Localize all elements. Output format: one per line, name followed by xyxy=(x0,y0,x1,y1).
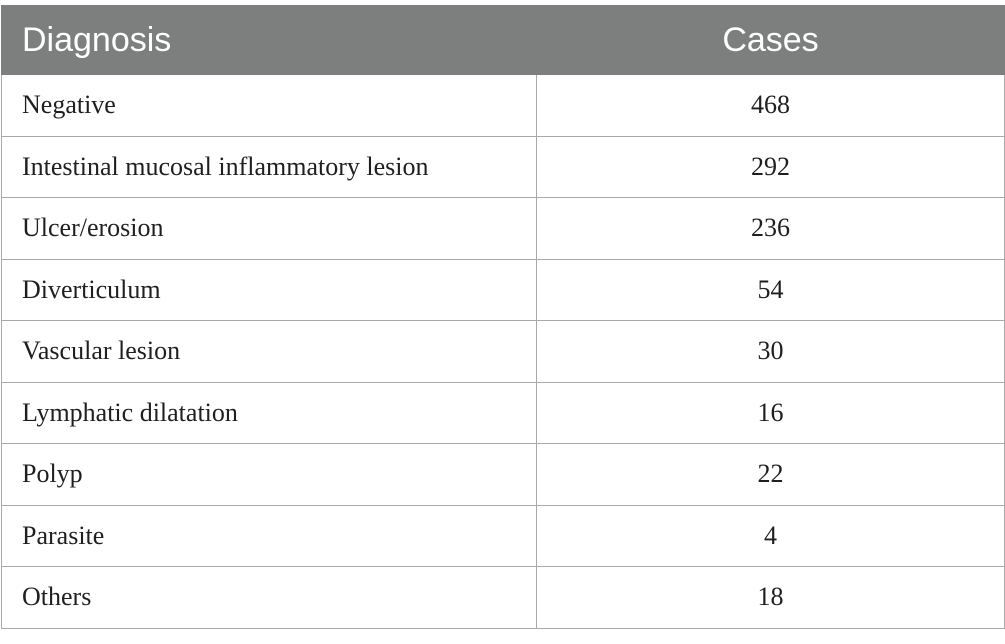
header-row: Diagnosis Cases xyxy=(1,5,1005,75)
table-row: Others 18 xyxy=(1,566,1005,629)
cases-cell: 22 xyxy=(536,443,1005,506)
table-row: Parasite 4 xyxy=(1,504,1005,567)
cases-cell: 54 xyxy=(536,258,1005,321)
diagnosis-cell: Intestinal mucosal inflammatory lesion xyxy=(1,135,537,198)
table-row: Lymphatic dilatation 16 xyxy=(1,381,1005,444)
cases-cell: 18 xyxy=(536,566,1005,629)
cases-cell: 4 xyxy=(536,504,1005,567)
header-diagnosis: Diagnosis xyxy=(1,5,537,75)
diagnosis-cell: Parasite xyxy=(1,504,537,567)
cases-cell: 16 xyxy=(536,381,1005,444)
diagnosis-cell: Negative xyxy=(1,74,537,137)
diagnosis-cell: Ulcer/erosion xyxy=(1,197,537,260)
diagnosis-cell: Diverticulum xyxy=(1,258,537,321)
diagnosis-cell: Others xyxy=(1,566,537,629)
table-row: Negative 468 xyxy=(1,74,1005,137)
cases-cell: 236 xyxy=(536,197,1005,260)
table-row: Diverticulum 54 xyxy=(1,258,1005,321)
table-row: Polyp 22 xyxy=(1,443,1005,506)
cases-cell: 292 xyxy=(536,135,1005,198)
cases-cell: 30 xyxy=(536,320,1005,383)
diagnosis-cell: Vascular lesion xyxy=(1,320,537,383)
diagnosis-table: Diagnosis Cases Negative 468 Intestinal … xyxy=(1,5,1005,629)
diagnosis-cell: Lymphatic dilatation xyxy=(1,381,537,444)
cases-cell: 468 xyxy=(536,74,1005,137)
table-row: Vascular lesion 30 xyxy=(1,320,1005,383)
header-cases: Cases xyxy=(536,5,1005,75)
table-row: Intestinal mucosal inflammatory lesion 2… xyxy=(1,135,1005,198)
table-row: Ulcer/erosion 236 xyxy=(1,197,1005,260)
diagnosis-cell: Polyp xyxy=(1,443,537,506)
